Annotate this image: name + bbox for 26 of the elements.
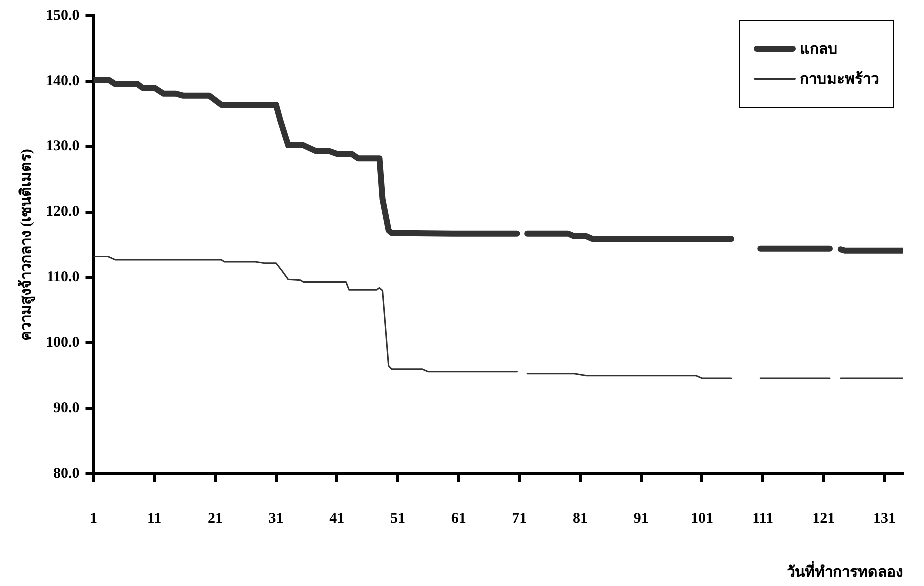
y-tick-label: 140.0: [46, 73, 80, 90]
x-tick-label: 41: [330, 510, 345, 527]
y-tick-label: 130.0: [46, 138, 80, 155]
x-tick-label: 71: [512, 510, 528, 527]
x-axis-title: วันที่ทำการทดลอง: [787, 560, 904, 581]
x-tick-label: 91: [634, 510, 649, 527]
y-axis-title: ความสูงจ้าวกลาง (เซนติเมตร): [16, 149, 36, 341]
x-tick-label: 101: [690, 510, 714, 527]
legend-label: แกลบ: [800, 41, 838, 60]
y-tick-label: 80.0: [54, 466, 80, 482]
y-tick-label: 110.0: [46, 270, 80, 286]
x-tick-label: 51: [390, 510, 406, 527]
x-tick-label: 31: [268, 510, 284, 527]
x-tick-label: 1: [90, 510, 98, 527]
y-tick-label: 100.0: [46, 335, 80, 352]
x-tick-label: 131: [874, 510, 896, 527]
x-tick-label: 121: [812, 510, 836, 527]
x-tick-label: 21: [208, 510, 223, 527]
x-tick-label: 111: [752, 510, 774, 527]
y-tick-label: 90.0: [54, 400, 80, 416]
x-tick-label: 11: [148, 510, 162, 527]
x-tick-label: 81: [573, 510, 588, 527]
y-tick-label: 150.0: [46, 8, 80, 24]
x-tick-label: 61: [451, 510, 466, 527]
y-tick-label: 120.0: [46, 204, 80, 220]
legend-label: กาบมะพร้าว: [800, 70, 879, 90]
